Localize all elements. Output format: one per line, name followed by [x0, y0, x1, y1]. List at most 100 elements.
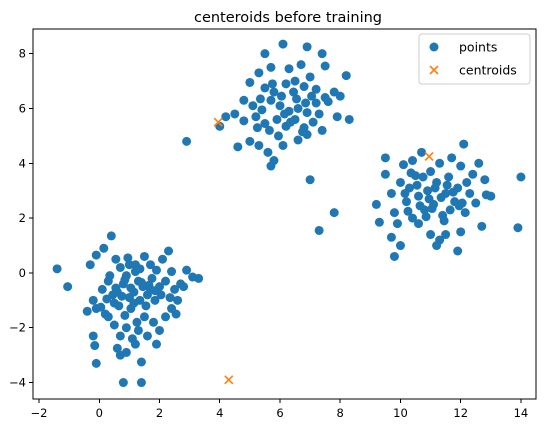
data-point	[439, 216, 449, 226]
data-point	[97, 284, 107, 294]
data-point	[290, 76, 300, 86]
data-point	[239, 95, 249, 105]
data-point	[344, 114, 354, 124]
data-point	[389, 251, 399, 261]
data-point	[453, 246, 463, 256]
data-point	[305, 175, 315, 185]
data-point	[114, 301, 124, 311]
legend-box	[418, 33, 531, 85]
data-point	[165, 293, 175, 303]
x-tick-label: 8	[337, 406, 344, 420]
data-point	[436, 193, 446, 203]
data-point	[448, 187, 458, 197]
data-point	[182, 265, 192, 275]
data-point	[302, 108, 312, 118]
data-point	[456, 161, 466, 171]
data-point	[82, 306, 92, 316]
data-point	[117, 291, 127, 301]
data-point	[139, 312, 149, 322]
data-point	[386, 232, 396, 242]
data-point	[118, 378, 128, 388]
y-tick-label: 4	[19, 156, 26, 170]
data-point	[111, 254, 121, 264]
data-point	[311, 98, 321, 108]
data-point	[136, 378, 146, 388]
x-tick-label: 6	[276, 406, 283, 420]
centroid-marker	[224, 375, 234, 385]
data-point	[301, 98, 311, 108]
data-point	[278, 39, 288, 49]
data-point	[320, 61, 330, 71]
data-point	[374, 217, 384, 227]
data-point	[266, 62, 276, 72]
x-tick-label: −2	[31, 406, 48, 420]
data-point	[371, 199, 381, 209]
data-point	[414, 219, 424, 229]
data-point	[170, 284, 180, 294]
data-point	[444, 172, 454, 182]
data-point	[251, 112, 261, 122]
data-point	[465, 188, 475, 198]
data-point	[150, 295, 160, 305]
data-point	[430, 183, 440, 193]
data-point	[158, 254, 168, 264]
data-point	[230, 109, 240, 119]
data-point	[380, 169, 390, 179]
data-point	[63, 282, 73, 292]
data-point	[88, 331, 98, 341]
data-point	[412, 180, 422, 190]
data-point	[314, 109, 324, 119]
data-point	[151, 265, 161, 275]
data-point	[99, 243, 109, 253]
data-point	[115, 262, 125, 272]
data-point	[171, 309, 181, 319]
data-point	[264, 125, 274, 135]
x-tick-label: 2	[156, 406, 163, 420]
data-point	[298, 127, 308, 137]
data-point	[311, 84, 321, 94]
y-tick-label: 6	[19, 101, 26, 115]
data-point	[173, 295, 183, 305]
data-point	[132, 317, 142, 327]
data-point	[275, 101, 285, 111]
data-point	[477, 221, 487, 231]
data-point	[130, 339, 140, 349]
data-point	[418, 172, 428, 182]
data-point	[296, 60, 306, 70]
data-point	[280, 109, 289, 119]
data-point	[423, 186, 433, 196]
plot-frame	[32, 28, 537, 400]
data-point	[156, 290, 166, 300]
data-point	[121, 347, 131, 357]
data-point	[135, 264, 145, 274]
data-point	[155, 325, 165, 335]
x-tick-label: 0	[96, 406, 103, 420]
data-point	[480, 175, 490, 185]
data-point	[332, 112, 342, 122]
data-point	[302, 42, 312, 52]
data-point	[307, 91, 317, 101]
data-point	[299, 82, 309, 92]
data-point	[276, 91, 286, 101]
data-point	[233, 142, 243, 152]
x-tick-label: 4	[216, 406, 223, 420]
y-tick-label: 0	[19, 266, 26, 280]
data-point	[380, 153, 390, 163]
data-point	[415, 201, 425, 211]
data-point	[52, 264, 62, 274]
data-point	[435, 235, 445, 245]
x-tick-label: 12	[453, 406, 468, 420]
data-point	[221, 112, 231, 122]
data-point	[386, 188, 396, 198]
data-point	[400, 188, 410, 198]
data-point	[323, 97, 333, 107]
data-point	[414, 191, 424, 201]
data-point	[392, 219, 402, 229]
data-point	[395, 177, 405, 187]
data-point	[471, 198, 481, 208]
data-point	[305, 72, 315, 82]
data-point	[447, 153, 457, 163]
data-point	[441, 230, 451, 240]
data-point	[459, 139, 469, 149]
